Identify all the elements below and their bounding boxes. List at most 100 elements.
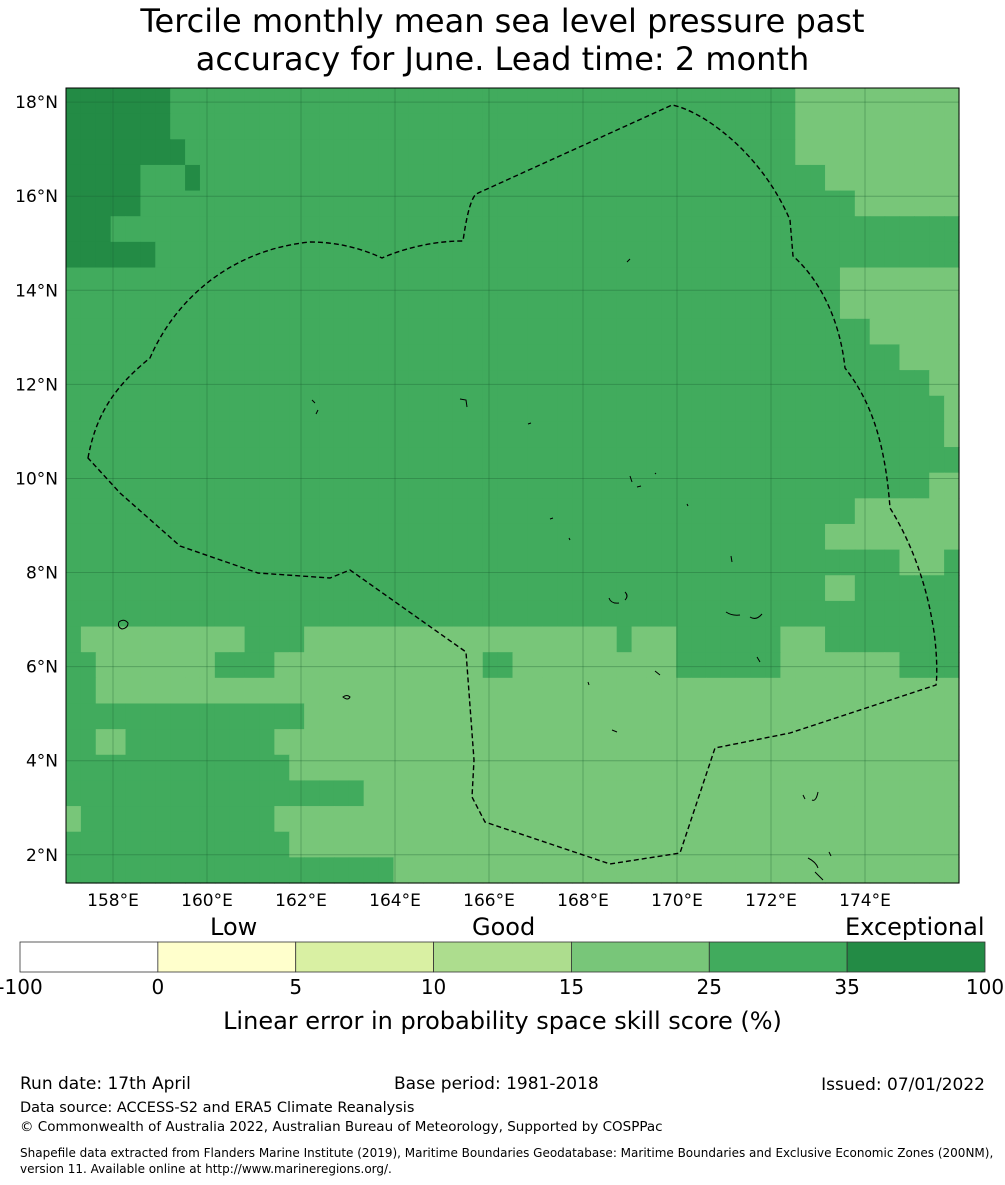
skill-cell [289, 549, 305, 576]
skill-cell [720, 344, 737, 371]
skill-cell [363, 626, 380, 653]
skill-cell [691, 652, 707, 679]
skill-cell [691, 600, 707, 628]
skill-cell [66, 344, 82, 371]
latitude-label: 14°N [15, 281, 58, 301]
skill-cell [795, 754, 811, 782]
skill-cell [661, 164, 677, 192]
skill-cell [393, 857, 409, 884]
skill-cell [944, 549, 960, 576]
skill-cell [304, 780, 320, 807]
longitude-label: 174°E [839, 891, 891, 911]
skill-cell [631, 190, 648, 217]
skill-cell [467, 831, 484, 858]
skill-cell [646, 241, 662, 269]
skill-cell [839, 703, 856, 730]
skill-cell [839, 447, 856, 474]
skill-cell [304, 729, 320, 756]
skill-cell [140, 523, 156, 551]
skill-cell [140, 241, 156, 269]
skill-cell [497, 806, 514, 833]
skill-cell [601, 575, 618, 602]
skill-cell [810, 293, 826, 320]
skill-cell [705, 780, 722, 807]
skill-cell [661, 498, 677, 525]
skill-cell [80, 395, 97, 422]
skill-cell [199, 241, 216, 269]
skill-cell [601, 421, 618, 448]
skill-cell [274, 626, 290, 653]
skill-cell [319, 370, 335, 397]
skill-cell [869, 472, 886, 499]
skill-cell [438, 267, 454, 294]
skill-cell [899, 421, 915, 448]
skill-cell [214, 395, 231, 422]
skill-cell [363, 600, 380, 628]
skill-cell [408, 831, 424, 858]
skill-cell [601, 88, 618, 115]
skill-cell [438, 677, 454, 705]
longitude-label: 166°E [463, 891, 515, 911]
skill-cell [765, 600, 781, 628]
skill-cell [482, 113, 499, 140]
skill-cell [929, 600, 945, 628]
skill-cell [289, 703, 305, 730]
skill-cell [378, 677, 395, 705]
skill-cell [884, 395, 901, 422]
skill-cell [780, 703, 796, 730]
skill-cell [929, 549, 945, 576]
skill-cell [705, 241, 722, 269]
skill-cell [393, 344, 409, 371]
island [342, 695, 351, 700]
skill-cell [676, 780, 692, 807]
skill-cell [616, 652, 633, 679]
skill-cell [572, 395, 588, 422]
skill-cell [170, 729, 186, 756]
skill-cell [586, 267, 603, 294]
skill-cell [363, 754, 380, 782]
skill-cell [408, 88, 424, 115]
skill-cell [691, 113, 707, 140]
skill-cell [482, 190, 499, 217]
skill-cell [304, 600, 320, 628]
skill-cell [854, 806, 871, 833]
skill-cell [244, 549, 261, 576]
skill-cell [140, 857, 156, 884]
skill-cell [125, 703, 142, 730]
skill-cell [899, 498, 915, 525]
skill-cell [304, 498, 320, 525]
skill-cell [944, 677, 960, 705]
skill-cell [601, 626, 618, 653]
skill-cell [631, 370, 648, 397]
skill-cell [244, 652, 261, 679]
skill-cell [482, 472, 499, 499]
skill-cell [170, 293, 186, 320]
skill-cell [810, 857, 826, 884]
skill-cell [884, 652, 901, 679]
skill-cell [884, 703, 901, 730]
colorbar-title: Linear error in probability space skill … [223, 1007, 782, 1035]
skill-cell [199, 293, 216, 320]
colorbar-tick-label: 15 [558, 975, 585, 999]
skill-cell [646, 421, 662, 448]
skill-cell [765, 164, 781, 192]
skill-cell [110, 575, 127, 602]
skill-cell [66, 447, 82, 474]
skill-cell [601, 780, 618, 807]
skill-cell [467, 523, 484, 551]
skill-cell [914, 216, 930, 243]
skill-cell [899, 293, 915, 320]
skill-cell [497, 216, 514, 243]
skill-cell [393, 806, 409, 833]
skill-cell [720, 857, 737, 884]
skill-cell [691, 523, 707, 551]
skill-cell [363, 652, 380, 679]
skill-cell [378, 626, 395, 653]
skill-cell [572, 780, 588, 807]
skill-cell [423, 831, 439, 858]
skill-cell [95, 190, 112, 217]
skill-cell [616, 677, 633, 705]
skill-cell [482, 575, 499, 602]
skill-cell [780, 139, 796, 166]
skill-cell [289, 626, 305, 653]
